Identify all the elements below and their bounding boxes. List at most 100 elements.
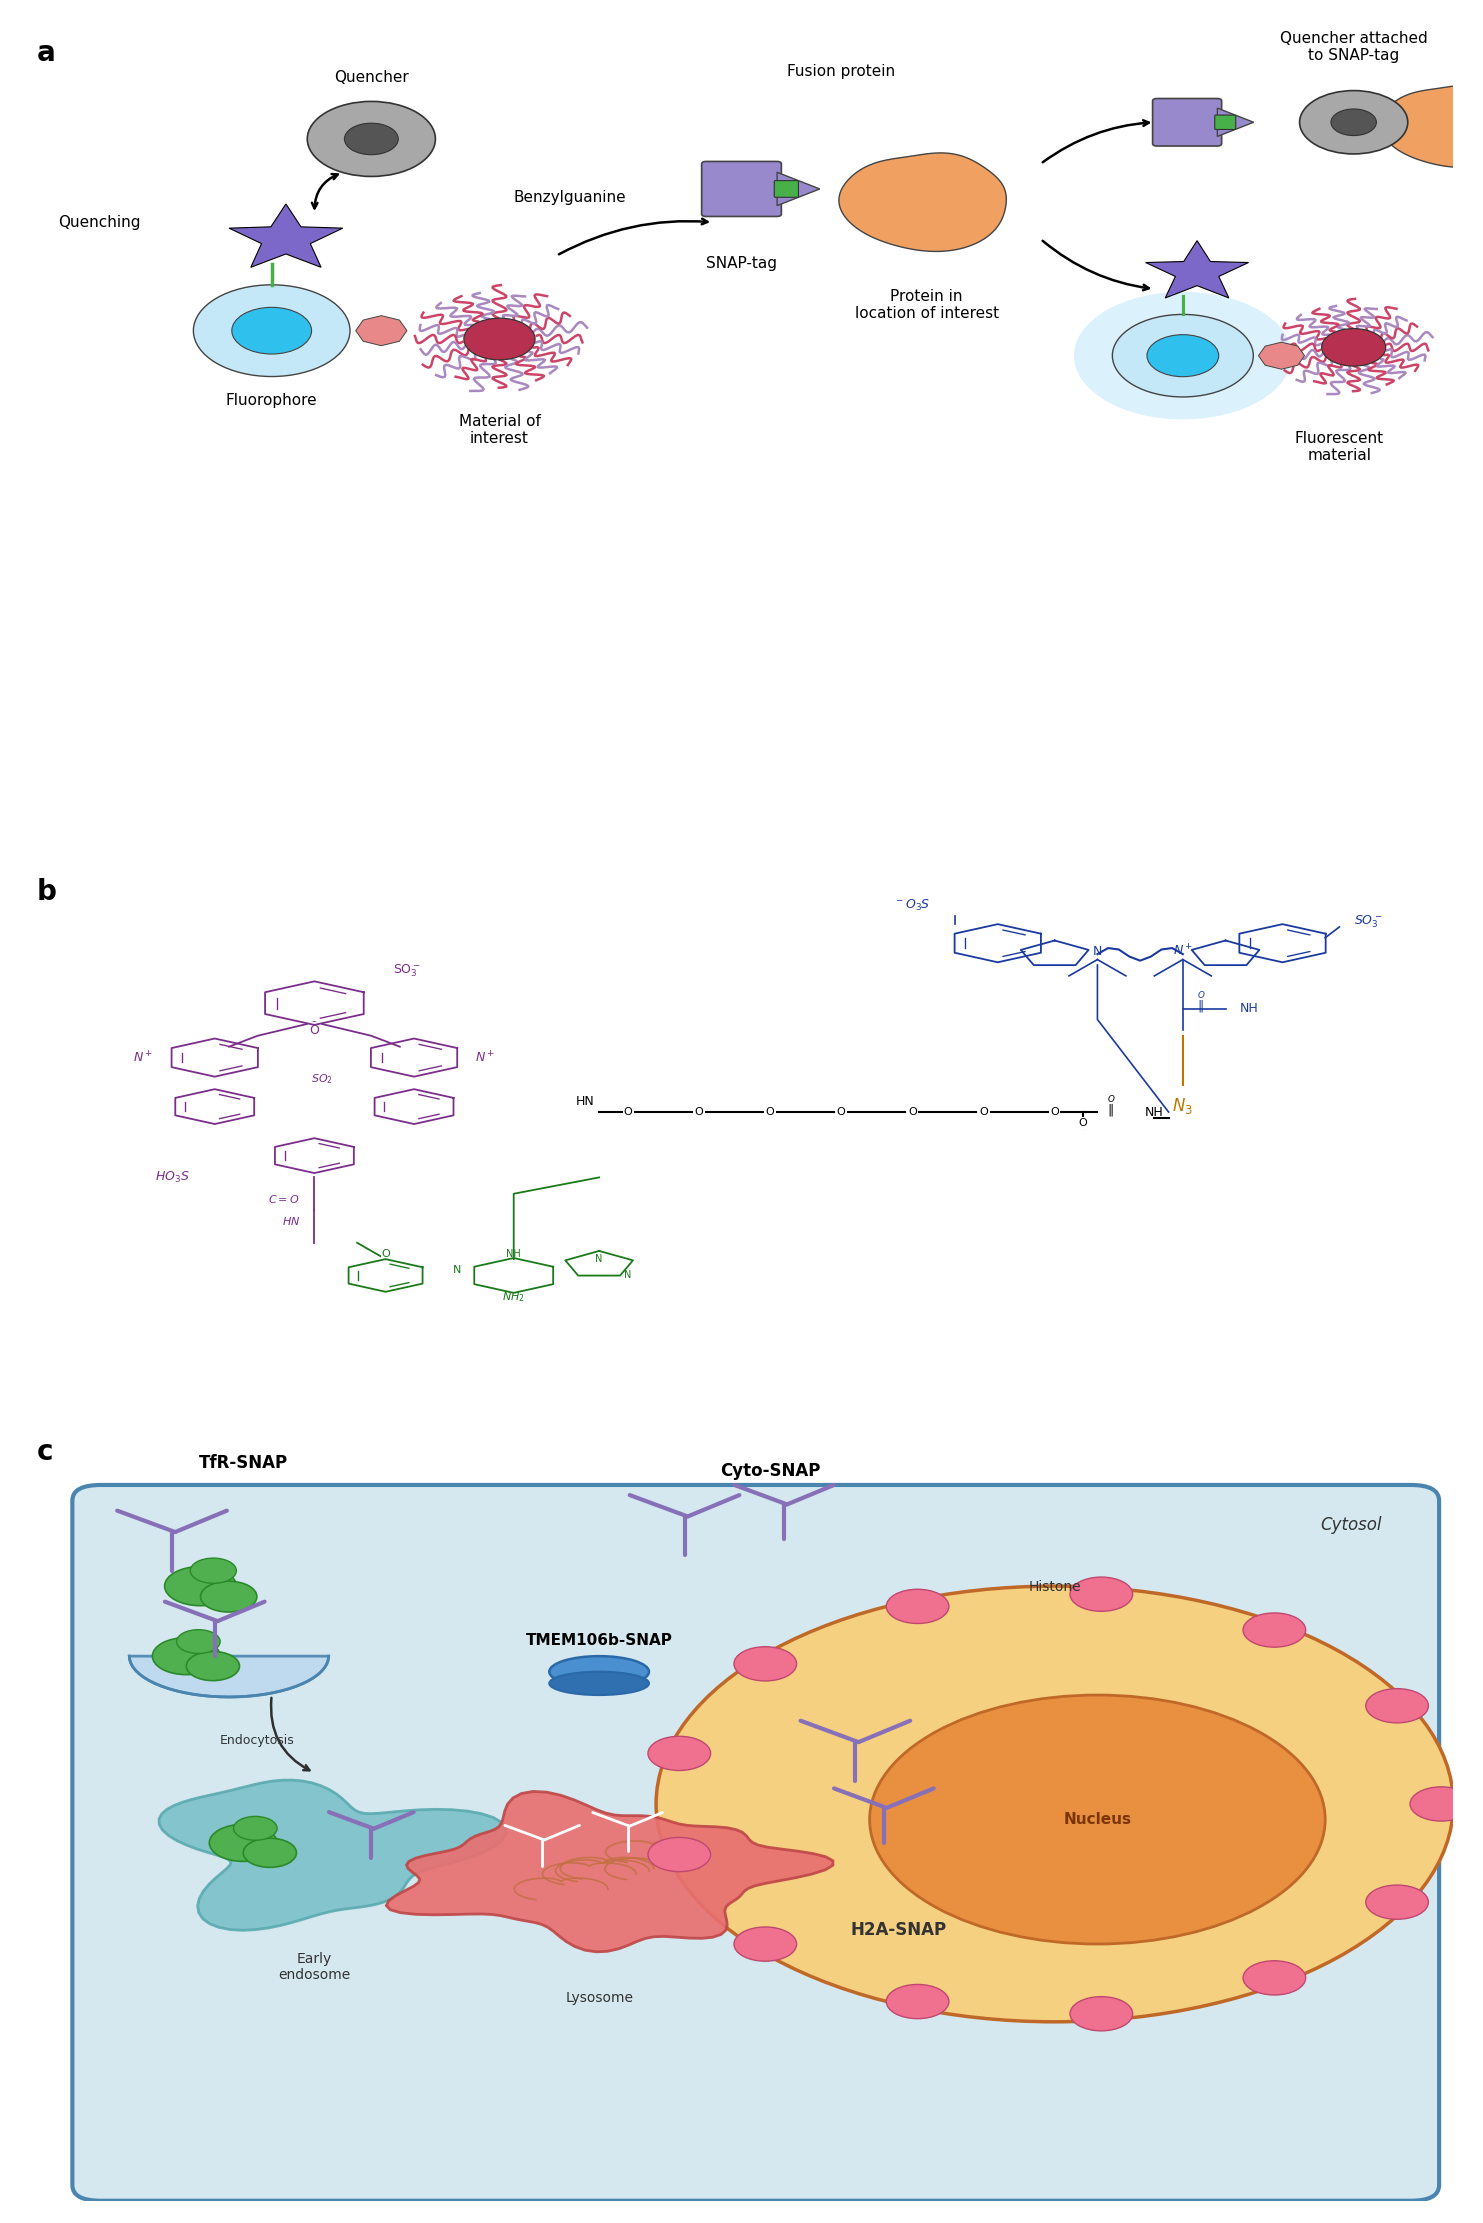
Text: Quencher: Quencher bbox=[334, 69, 409, 84]
Circle shape bbox=[887, 1589, 949, 1623]
FancyBboxPatch shape bbox=[1215, 116, 1235, 129]
Text: Cytosol: Cytosol bbox=[1321, 1516, 1382, 1534]
Text: N: N bbox=[596, 1254, 602, 1265]
Text: O: O bbox=[765, 1107, 774, 1116]
Text: $N^+$: $N^+$ bbox=[133, 1049, 154, 1065]
Text: O: O bbox=[623, 1107, 632, 1116]
Polygon shape bbox=[1381, 84, 1483, 167]
Text: $SO_3^-$: $SO_3^-$ bbox=[1354, 914, 1382, 929]
Text: O: O bbox=[310, 1025, 319, 1036]
Text: O: O bbox=[1078, 1118, 1087, 1127]
Text: Endocytosis: Endocytosis bbox=[219, 1734, 295, 1747]
Circle shape bbox=[344, 122, 399, 156]
Circle shape bbox=[187, 1652, 240, 1681]
Text: Quencher attached
to SNAP-tag: Quencher attached to SNAP-tag bbox=[1280, 31, 1428, 62]
Text: O: O bbox=[979, 1107, 988, 1116]
Circle shape bbox=[1146, 336, 1219, 376]
Circle shape bbox=[464, 318, 535, 360]
Text: HN: HN bbox=[575, 1094, 595, 1107]
Circle shape bbox=[176, 1629, 219, 1654]
Text: Fusion protein: Fusion protein bbox=[787, 64, 896, 78]
FancyBboxPatch shape bbox=[701, 162, 782, 216]
Text: Nucleus: Nucleus bbox=[1063, 1812, 1132, 1827]
Text: $\mathregular{SO_3^-}$: $\mathregular{SO_3^-}$ bbox=[393, 963, 421, 978]
Text: Cyto-SNAP: Cyto-SNAP bbox=[719, 1463, 820, 1481]
Text: Protein in
location of interest: Protein in location of interest bbox=[854, 289, 998, 322]
Circle shape bbox=[209, 1825, 277, 1861]
Circle shape bbox=[153, 1638, 219, 1674]
Circle shape bbox=[193, 285, 350, 376]
Circle shape bbox=[1112, 313, 1253, 398]
Circle shape bbox=[233, 1816, 277, 1841]
Circle shape bbox=[1071, 1996, 1133, 2032]
Circle shape bbox=[1074, 291, 1292, 420]
Text: Lysosome: Lysosome bbox=[565, 1992, 633, 2005]
Circle shape bbox=[655, 1587, 1453, 2023]
Circle shape bbox=[165, 1567, 236, 1605]
Circle shape bbox=[1410, 1787, 1473, 1821]
Text: TfR-SNAP: TfR-SNAP bbox=[199, 1454, 288, 1472]
Circle shape bbox=[1330, 109, 1376, 136]
Text: $SO_2$: $SO_2$ bbox=[310, 1071, 332, 1087]
Circle shape bbox=[1366, 1885, 1428, 1918]
Circle shape bbox=[734, 1647, 796, 1681]
Circle shape bbox=[231, 307, 311, 353]
Polygon shape bbox=[228, 205, 343, 267]
Text: $N_3$: $N_3$ bbox=[1173, 1096, 1194, 1116]
Text: H2A-SNAP: H2A-SNAP bbox=[850, 1921, 946, 1938]
Text: Fluorescent
material: Fluorescent material bbox=[1295, 431, 1384, 462]
Text: a: a bbox=[37, 40, 55, 67]
Text: Early
endosome: Early endosome bbox=[279, 1952, 350, 1983]
Text: $N^+$: $N^+$ bbox=[475, 1049, 495, 1065]
Text: Histone: Histone bbox=[1028, 1581, 1081, 1594]
Circle shape bbox=[1071, 1576, 1133, 1612]
Text: N: N bbox=[1093, 945, 1102, 958]
Polygon shape bbox=[1259, 342, 1305, 369]
Circle shape bbox=[734, 1927, 796, 1961]
Text: $HN$: $HN$ bbox=[282, 1216, 300, 1227]
Text: N: N bbox=[452, 1265, 461, 1276]
Ellipse shape bbox=[549, 1672, 650, 1694]
Polygon shape bbox=[1146, 240, 1249, 298]
Text: $NH_2$: $NH_2$ bbox=[503, 1289, 525, 1305]
Circle shape bbox=[648, 1838, 710, 1872]
Text: c: c bbox=[37, 1438, 53, 1467]
Text: NH: NH bbox=[1240, 1003, 1259, 1016]
FancyBboxPatch shape bbox=[73, 1485, 1439, 2201]
Text: O: O bbox=[908, 1107, 916, 1116]
Polygon shape bbox=[387, 1792, 833, 1952]
Circle shape bbox=[243, 1838, 297, 1867]
Text: O: O bbox=[694, 1107, 703, 1116]
Circle shape bbox=[648, 1736, 710, 1770]
Circle shape bbox=[200, 1581, 257, 1612]
Circle shape bbox=[1366, 1689, 1428, 1723]
Circle shape bbox=[887, 1985, 949, 2018]
Text: NH: NH bbox=[506, 1249, 521, 1258]
Text: TMEM106b-SNAP: TMEM106b-SNAP bbox=[525, 1632, 673, 1647]
Circle shape bbox=[1243, 1961, 1305, 1994]
Text: Fluorophore: Fluorophore bbox=[225, 393, 317, 409]
Text: Material of
interest: Material of interest bbox=[458, 413, 540, 447]
Circle shape bbox=[1243, 1614, 1305, 1647]
Text: Benzylguanine: Benzylguanine bbox=[513, 189, 626, 205]
Polygon shape bbox=[356, 316, 406, 345]
Polygon shape bbox=[159, 1781, 506, 1930]
Text: b: b bbox=[37, 878, 56, 905]
Text: SNAP-tag: SNAP-tag bbox=[706, 256, 777, 271]
Polygon shape bbox=[777, 173, 820, 207]
Text: O: O bbox=[1050, 1107, 1059, 1116]
Text: O: O bbox=[381, 1249, 390, 1258]
Text: $\overset{O}{\|}$: $\overset{O}{\|}$ bbox=[1197, 989, 1206, 1016]
Polygon shape bbox=[129, 1656, 329, 1696]
Ellipse shape bbox=[549, 1656, 650, 1687]
FancyBboxPatch shape bbox=[774, 180, 798, 198]
Text: O: O bbox=[836, 1107, 845, 1116]
Text: $^-O_3S$: $^-O_3S$ bbox=[894, 898, 931, 914]
Text: N: N bbox=[624, 1272, 632, 1280]
Text: $C{=}O$: $C{=}O$ bbox=[268, 1194, 300, 1205]
Polygon shape bbox=[839, 153, 1007, 251]
Polygon shape bbox=[1218, 109, 1253, 136]
Circle shape bbox=[869, 1694, 1326, 1943]
Text: Quenching: Quenching bbox=[58, 216, 141, 229]
Circle shape bbox=[1321, 329, 1385, 367]
